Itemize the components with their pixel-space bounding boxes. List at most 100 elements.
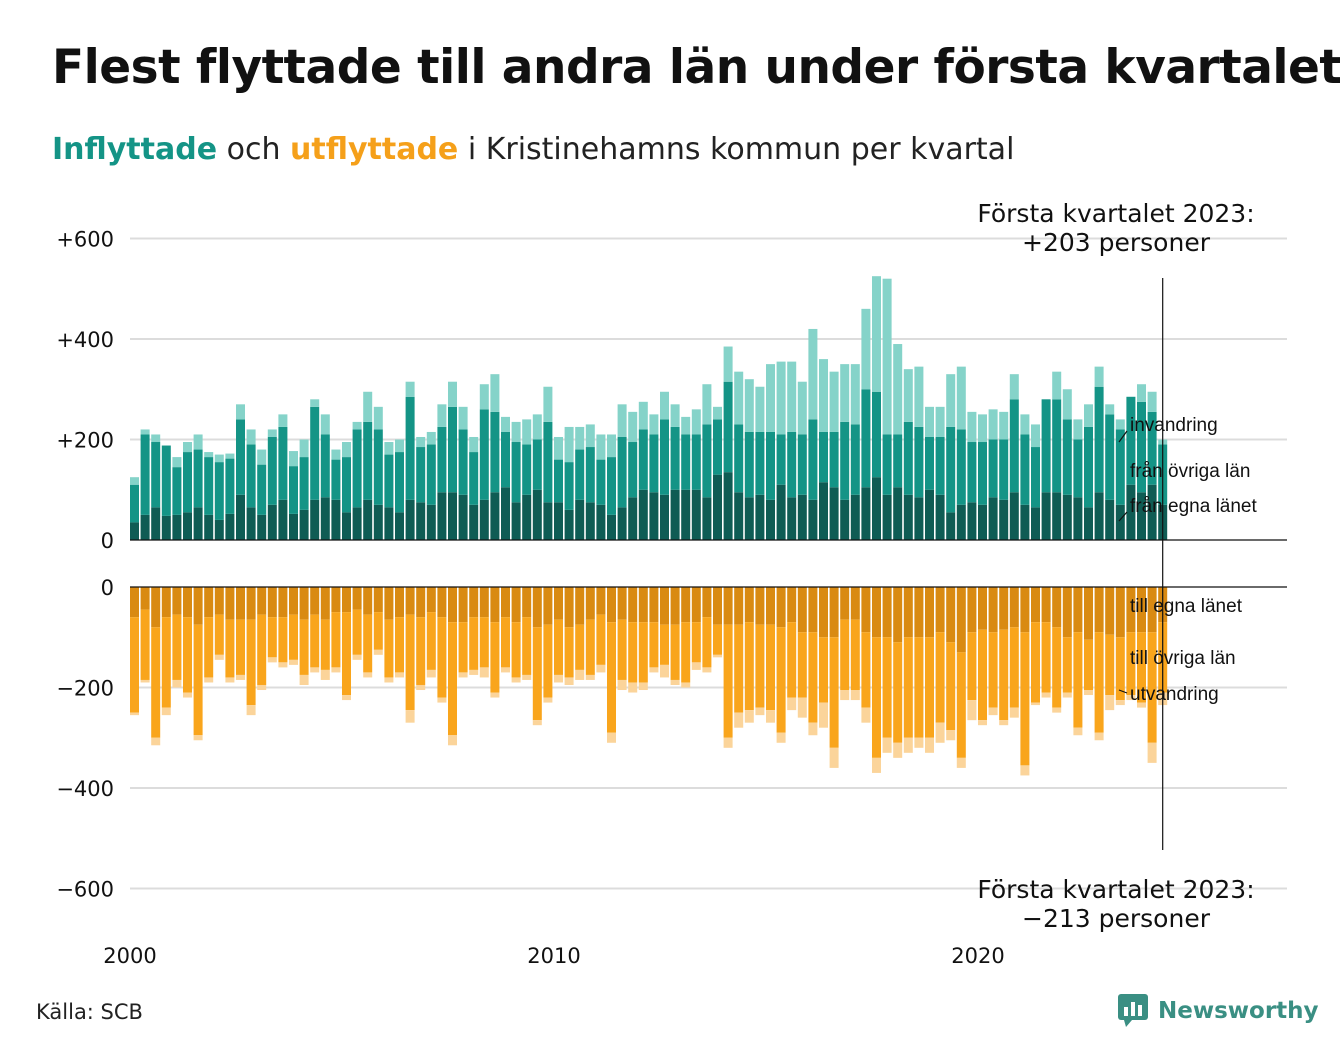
bar-in-immig [246, 429, 256, 445]
bar-out-emig [342, 695, 351, 701]
bar-out-own [1147, 587, 1157, 633]
bar-in-immig [999, 411, 1009, 440]
bar-out-other [967, 632, 977, 701]
bar-out-other [479, 617, 489, 668]
bar-out-own [840, 587, 850, 620]
bar-in-own [469, 504, 479, 540]
bar-in-other [225, 458, 235, 514]
bar-out-emig [946, 730, 956, 741]
bar-in-own [352, 507, 362, 540]
bar-out-emig [628, 682, 638, 693]
bar-in-immig [511, 421, 521, 443]
bar-in-own [1052, 492, 1062, 540]
bar-in-own [681, 489, 691, 540]
bar-out-other [501, 617, 510, 668]
bar-out-other [840, 619, 850, 691]
bar-out-own [660, 587, 669, 625]
bar-out-own [681, 587, 691, 623]
bar-in-immig [1147, 391, 1157, 412]
bar-in-immig [723, 346, 733, 382]
bar-out-own [278, 587, 288, 618]
bar-in-immig [861, 308, 871, 390]
series-label-fran-ovriga-lan: från övriga län [1130, 461, 1250, 482]
bar-in-other [257, 464, 267, 515]
bar-in-own [882, 494, 892, 540]
bar-out-emig [914, 737, 924, 748]
bar-in-own [723, 472, 733, 540]
bar-in-own [914, 497, 924, 540]
bar-in-own [776, 484, 786, 540]
bar-out-emig [543, 697, 553, 703]
bar-in-other [522, 444, 532, 495]
bar-in-own [607, 514, 616, 540]
bar-out-emig [988, 707, 998, 716]
bar-out-own [1084, 587, 1093, 640]
bar-in-own [1031, 507, 1040, 540]
bar-out-other [808, 632, 818, 723]
bar-out-other [617, 619, 627, 680]
bar-in-other [1137, 401, 1146, 493]
bar-out-own [607, 587, 616, 623]
bar-out-emig [956, 757, 966, 768]
inflow-bars [130, 276, 1168, 540]
bar-in-own [840, 499, 850, 540]
bar-out-emig [448, 735, 457, 746]
bar-in-other [1084, 426, 1093, 508]
bar-out-other [458, 622, 468, 673]
ytick-label-bottom: 0 [101, 576, 114, 600]
bar-in-immig [151, 434, 161, 443]
bar-in-own [161, 515, 171, 540]
bar-out-other [426, 612, 436, 670]
bar-out-other [204, 617, 214, 678]
leader-fran-egna-lanet [1118, 511, 1128, 522]
bar-out-emig [532, 720, 542, 726]
bar-in-other [1041, 399, 1051, 493]
bar-in-immig [140, 429, 150, 435]
bar-out-other [819, 637, 828, 703]
bar-in-immig [257, 449, 267, 465]
bar-out-other [638, 622, 648, 683]
bar-in-immig [1031, 424, 1040, 448]
bar-in-immig [278, 414, 288, 427]
bar-out-own [755, 587, 765, 625]
bar-in-own [320, 497, 330, 540]
bar-out-own [543, 587, 553, 625]
bar-in-immig [988, 409, 998, 440]
bar-in-other [723, 381, 733, 473]
bar-in-other [331, 459, 341, 500]
subtitle-och: och [226, 132, 281, 167]
series-label-fran-egna-lanet: från egna länet [1130, 496, 1257, 517]
bar-out-emig [1062, 692, 1072, 698]
bar-in-immig [310, 399, 320, 407]
bar-out-emig [978, 720, 987, 726]
bar-in-immig [384, 442, 394, 455]
bar-in-other [161, 445, 171, 516]
bar-out-other [342, 612, 351, 696]
bar-in-immig [713, 406, 722, 420]
bar-in-other [713, 419, 722, 475]
bar-out-own [585, 587, 595, 620]
bar-in-other [426, 444, 436, 505]
bar-in-own [819, 482, 828, 540]
leader-utvandring [1118, 689, 1128, 694]
bar-out-emig [267, 657, 277, 663]
bar-out-other [257, 614, 267, 685]
bar-out-own [564, 587, 574, 628]
bar-in-own [501, 487, 510, 540]
bar-out-other [373, 612, 383, 650]
bar-out-own [617, 587, 627, 620]
bar-out-emig [554, 674, 563, 683]
bar-out-own [1052, 587, 1062, 628]
ytick-label-top: +200 [56, 429, 114, 453]
bar-in-immig [1137, 384, 1146, 402]
bar-in-own [257, 514, 267, 540]
bar-out-other [246, 619, 256, 706]
bar-in-other [1126, 396, 1136, 485]
bar-out-other [1147, 632, 1157, 743]
bar-out-emig [925, 737, 934, 753]
bar-in-own [331, 499, 341, 540]
bar-in-other [914, 426, 924, 498]
bar-in-immig [532, 414, 542, 440]
bar-in-immig [893, 344, 903, 435]
bar-in-own [479, 499, 489, 540]
